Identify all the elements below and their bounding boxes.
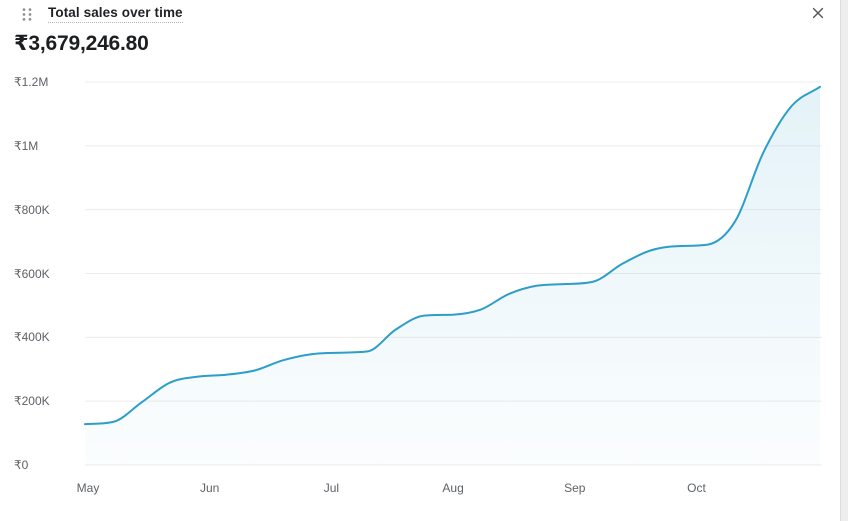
y-axis-label: ₹1.2M (14, 75, 49, 89)
y-axis-label: ₹400K (14, 330, 50, 345)
y-axis-label: ₹600K (14, 266, 50, 281)
drag-handle-icon[interactable] (21, 7, 33, 22)
total-sales-value: ₹3,679,246.80 (14, 32, 149, 55)
y-axis-label: ₹0 (14, 458, 29, 472)
close-button[interactable] (809, 4, 827, 22)
widget-title[interactable]: Total sales over time (48, 5, 183, 23)
y-axis-label: ₹200K (14, 394, 50, 409)
x-axis-label: Jul (323, 481, 340, 495)
y-axis-label: ₹1M (14, 138, 39, 153)
widget-header: Total sales over time (0, 0, 848, 28)
x-axis-label: Jun (200, 481, 220, 495)
page-edge-strip (840, 0, 848, 521)
close-icon (812, 7, 824, 19)
x-axis-label: Oct (687, 481, 706, 495)
x-axis-label: May (76, 481, 100, 495)
x-axis-label: Sep (564, 481, 586, 495)
x-axis-label: Aug (442, 481, 464, 495)
y-axis-label: ₹800K (14, 202, 50, 217)
